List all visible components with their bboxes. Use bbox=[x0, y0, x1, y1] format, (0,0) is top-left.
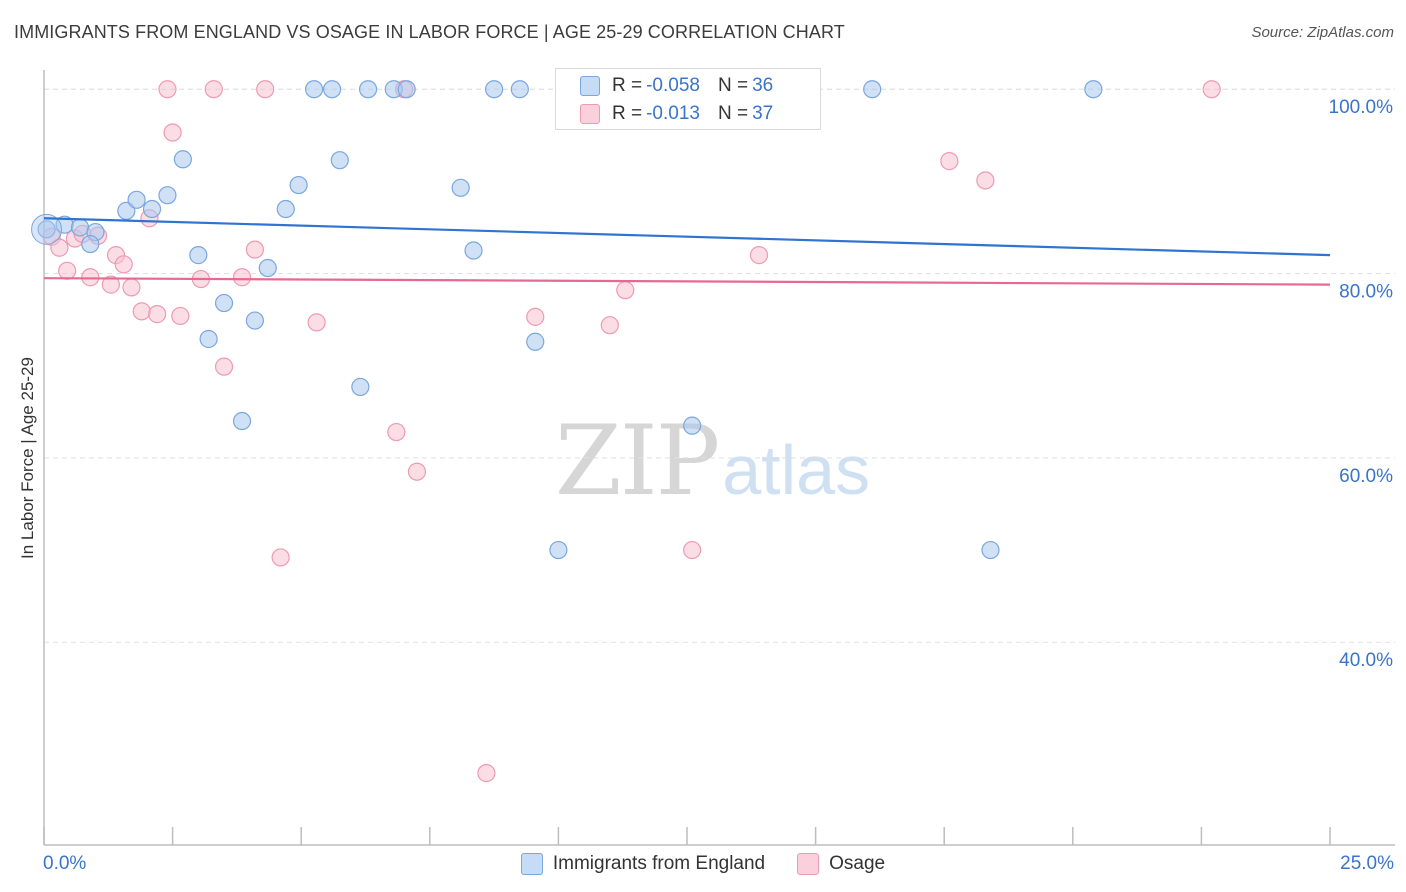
data-point-osage bbox=[81, 268, 100, 287]
data-point-england bbox=[258, 258, 277, 278]
data-point-england bbox=[245, 311, 265, 330]
data-point-england bbox=[127, 190, 146, 209]
data-point-osage bbox=[477, 764, 496, 783]
data-point-osage bbox=[307, 313, 326, 332]
chart-title: IMMIGRANTS FROM ENGLAND VS OSAGE IN LABO… bbox=[14, 22, 845, 42]
data-point-england bbox=[199, 329, 218, 349]
data-point-england bbox=[351, 377, 370, 397]
data-point-osage bbox=[114, 255, 133, 274]
y-tick-label: 40.0% bbox=[1339, 650, 1393, 671]
data-point-osage bbox=[976, 171, 995, 190]
data-point-osage bbox=[749, 246, 769, 265]
data-point-osage bbox=[683, 540, 702, 560]
data-point-osage bbox=[204, 80, 223, 99]
data-point-england bbox=[322, 80, 342, 99]
data-point-england bbox=[397, 80, 416, 99]
data-point-england bbox=[158, 186, 177, 205]
legend-label-osage: Osage bbox=[829, 853, 886, 874]
data-point-england bbox=[304, 80, 324, 99]
data-point-osage bbox=[387, 422, 406, 442]
legend: Immigrants from England Osage bbox=[0, 846, 1406, 882]
stats-row-england: R = -0.058 N = 36 bbox=[580, 72, 773, 100]
data-point-osage bbox=[122, 278, 141, 297]
data-point-england bbox=[70, 218, 90, 237]
data-point-england bbox=[358, 80, 378, 99]
data-point-osage bbox=[50, 238, 69, 257]
data-point-osage bbox=[171, 306, 190, 326]
data-point-osage bbox=[101, 275, 120, 294]
data-point-osage bbox=[58, 261, 77, 280]
data-point-osage bbox=[245, 240, 265, 259]
data-point-england bbox=[142, 199, 162, 219]
data-point-osage bbox=[158, 80, 177, 99]
data-point-england bbox=[214, 293, 234, 313]
legend-label-england: Immigrants from England bbox=[552, 853, 766, 874]
stats-r-label: R = bbox=[612, 103, 643, 124]
stats-row-osage: R = -0.013 N = 37 bbox=[580, 100, 773, 128]
legend-item-england[interactable]: Immigrants from England bbox=[520, 853, 766, 875]
stats-n-label: N = bbox=[717, 75, 749, 96]
data-point-osage bbox=[271, 548, 290, 567]
data-point-england bbox=[289, 175, 308, 195]
data-point-osage bbox=[407, 462, 427, 481]
data-point-england bbox=[31, 213, 63, 245]
y-axis-label: In Labor Force | Age 25-29 bbox=[18, 357, 37, 559]
data-point-osage bbox=[214, 357, 234, 376]
stats-n-value: 36 bbox=[752, 75, 774, 96]
data-point-england bbox=[1084, 80, 1103, 99]
data-point-osage bbox=[256, 80, 275, 99]
data-point-england bbox=[173, 150, 192, 169]
stats-swatch-england bbox=[580, 76, 600, 96]
stats-r-value: -0.058 bbox=[646, 75, 700, 96]
stats-r-value: -0.013 bbox=[646, 103, 700, 124]
stats-swatch-osage bbox=[580, 104, 600, 124]
data-point-england bbox=[549, 540, 568, 560]
data-point-england bbox=[464, 241, 483, 260]
y-tick-label: 80.0% bbox=[1339, 282, 1393, 303]
legend-swatch-england bbox=[520, 853, 543, 875]
data-point-england bbox=[451, 178, 470, 197]
x-tick-label: 0.0% bbox=[43, 853, 86, 874]
stats-n-value: 37 bbox=[752, 103, 774, 124]
trend-line-england bbox=[43, 217, 1331, 257]
data-point-england bbox=[117, 201, 136, 220]
data-point-osage bbox=[526, 307, 545, 326]
data-point-england bbox=[81, 234, 100, 254]
data-point-osage bbox=[616, 281, 635, 300]
data-point-england bbox=[683, 416, 702, 435]
data-point-osage bbox=[148, 305, 167, 324]
data-point-england bbox=[232, 411, 252, 431]
source-label: Source: ZipAtlas.com bbox=[1251, 24, 1394, 41]
y-tick-label: 60.0% bbox=[1339, 466, 1393, 487]
legend-swatch-osage bbox=[797, 853, 820, 875]
data-point-osage bbox=[132, 302, 151, 321]
data-point-osage bbox=[232, 268, 252, 287]
stats-n-label: N = bbox=[717, 103, 749, 124]
data-point-england bbox=[981, 540, 1000, 560]
data-point-england bbox=[189, 246, 208, 265]
y-tick-label: 100.0% bbox=[1329, 97, 1394, 118]
data-point-osage bbox=[1202, 80, 1221, 99]
data-point-osage bbox=[600, 316, 619, 335]
x-tick-label: 25.0% bbox=[1340, 853, 1394, 874]
stats-box: R = -0.058 N = 36 R = -0.013 N = 37 bbox=[555, 68, 821, 130]
data-point-england bbox=[863, 80, 882, 99]
legend-item-osage[interactable]: Osage bbox=[797, 853, 885, 875]
data-point-england bbox=[526, 332, 545, 351]
data-point-osage bbox=[940, 152, 959, 171]
data-point-england bbox=[510, 80, 529, 99]
data-point-osage bbox=[163, 123, 182, 142]
data-point-england bbox=[276, 199, 295, 219]
stats-r-label: R = bbox=[612, 75, 643, 96]
trend-line-osage bbox=[43, 277, 1331, 286]
data-point-england bbox=[330, 151, 349, 170]
data-point-england bbox=[37, 220, 56, 239]
data-point-england bbox=[485, 80, 504, 99]
